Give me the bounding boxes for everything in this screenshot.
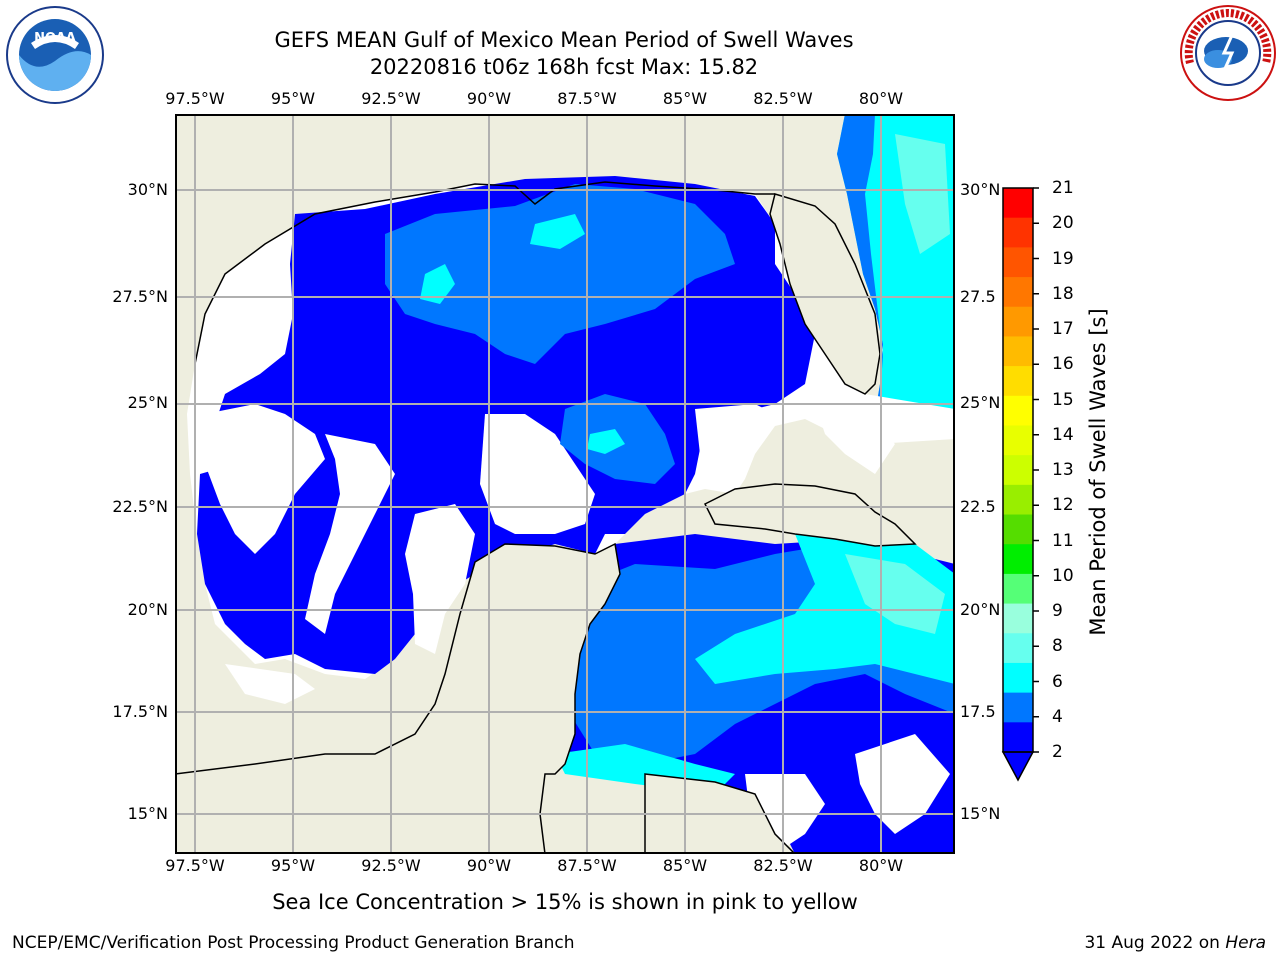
colorbar-tick-label: 12 <box>1052 495 1074 516</box>
footer-credit: NCEP/EMC/Verification Post Processing Pr… <box>12 933 575 953</box>
colorbar-segment <box>1003 573 1033 605</box>
gulf-map <box>175 114 955 854</box>
lon-label-top: 87.5°W <box>557 89 617 108</box>
colorbar-segment <box>1003 722 1033 753</box>
colorbar-tick-label: 6 <box>1052 671 1063 692</box>
colorbar-tick-label: 18 <box>1052 283 1074 304</box>
lat-label-left: 22.5°N <box>112 497 168 516</box>
lat-label-left: 25°N <box>127 393 168 412</box>
colorbar-tick-label: 15 <box>1052 389 1074 410</box>
colorbar-segment <box>1003 455 1033 486</box>
lat-label-right: 27.5 <box>960 287 996 306</box>
lon-label-top: 85°W <box>662 89 708 108</box>
colorbar-segment <box>1003 306 1033 337</box>
atlantic-swell-patch <box>895 134 950 254</box>
cuba <box>703 483 917 547</box>
lon-label-top: 97.5°W <box>165 89 225 108</box>
nodata-florida-straits <box>815 399 895 474</box>
colorbar-segment <box>1003 188 1033 219</box>
lat-label-right: 15°N <box>960 804 1001 823</box>
colorbar-segment <box>1003 277 1033 308</box>
lat-label-right: 22.5 <box>960 497 996 516</box>
colorbar-segment <box>1003 336 1033 367</box>
colorbar-tick-label: 13 <box>1052 460 1074 480</box>
colorbar-segment <box>1003 217 1033 248</box>
lat-label-right: 25°N <box>960 393 1001 412</box>
colorbar-segment <box>1003 484 1033 516</box>
colorbar-segment <box>1003 425 1033 456</box>
lon-label-bottom: 85°W <box>662 856 708 875</box>
lat-label-right: 30°N <box>960 180 1001 199</box>
nodata-caribbean-east <box>855 734 950 834</box>
lon-label-top: 92.5°W <box>361 89 421 108</box>
colorbar-tick-label: 16 <box>1052 354 1074 375</box>
chart-subtitle: 20220816 t06z 168h fcst Max: 15.82 <box>369 55 759 79</box>
colorbar-tick-label: 19 <box>1052 248 1074 269</box>
chart-title: GEFS MEAN Gulf of Mexico Mean Period of … <box>274 28 854 52</box>
noaa-logo: NOAA <box>6 6 104 104</box>
colorbar-tick-label: 17 <box>1052 319 1074 339</box>
colorbar-segment <box>1003 603 1033 634</box>
colorbar-tick-label: 14 <box>1052 424 1074 445</box>
lat-label-right: 17.5 <box>960 702 996 721</box>
colorbar <box>1001 187 1039 782</box>
footer-date: 31 Aug 2022 on Hera <box>1084 933 1266 953</box>
lon-label-bottom: 90°W <box>466 856 512 875</box>
nodata-central-west <box>305 434 395 634</box>
footer-date-text: 31 Aug 2022 on <box>1084 933 1226 953</box>
colorbar-tick-label: 8 <box>1052 636 1063 657</box>
colorbar-tick-label: 21 <box>1052 178 1074 198</box>
gulf-swell-cyan-center <box>587 429 625 454</box>
nodata-central <box>405 504 475 654</box>
nws-logo <box>1180 5 1276 101</box>
colorbar-segment <box>1003 692 1033 723</box>
yucatan-peninsula <box>175 542 621 854</box>
lat-label-left: 27.5°N <box>112 287 168 306</box>
colorbar-segment <box>1003 662 1033 694</box>
footer-machine: Hera <box>1225 933 1266 953</box>
map-frame <box>175 114 955 854</box>
ice-note: Sea Ice Concentration > 15% is shown in … <box>272 890 858 914</box>
colorbar-segment <box>1003 514 1033 545</box>
lat-label-left: 30°N <box>127 180 168 199</box>
colorbar-tick-label: 4 <box>1052 706 1063 727</box>
lon-label-bottom: 95°W <box>270 856 316 875</box>
lon-label-bottom: 87.5°W <box>557 856 617 875</box>
colorbar-segment <box>1003 544 1033 575</box>
lat-label-left: 17.5°N <box>112 702 168 721</box>
lon-label-bottom: 92.5°W <box>361 856 421 875</box>
colorbar-tick-label: 2 <box>1052 742 1063 762</box>
lon-label-top: 95°W <box>270 89 316 108</box>
lon-label-top: 82.5°W <box>753 89 813 108</box>
colorbar-tick-label: 20 <box>1052 213 1074 234</box>
lat-label-left: 15°N <box>127 804 168 823</box>
lon-label-bottom: 80°W <box>858 856 904 875</box>
nodata-southcentral <box>480 414 595 534</box>
colorbar-label: Mean Period of Swell Waves [s] <box>1086 308 1110 636</box>
nodata-yucatan-channel <box>695 404 775 474</box>
nodata-west <box>205 404 325 554</box>
colorbar-tick-label: 11 <box>1052 530 1074 551</box>
lon-label-bottom: 97.5°W <box>165 856 225 875</box>
svg-text:NOAA: NOAA <box>34 31 76 46</box>
lat-label-left: 20°N <box>127 600 168 619</box>
lon-label-top: 80°W <box>858 89 904 108</box>
colorbar-extend-arrow <box>1001 751 1035 782</box>
colorbar-tick-label: 9 <box>1052 601 1063 621</box>
lon-label-bottom: 82.5°W <box>753 856 813 875</box>
colorbar-tick-label: 10 <box>1052 565 1074 586</box>
gulf-swell-lightblue-north <box>385 184 735 364</box>
lat-label-right: 20°N <box>960 600 1001 619</box>
colorbar-segment <box>1003 395 1033 426</box>
caribbean-swell-teal <box>845 554 945 634</box>
colorbar-segment <box>1003 247 1033 278</box>
gulf-swell-cyan-north <box>420 214 585 304</box>
graticule <box>175 114 955 854</box>
lon-label-top: 90°W <box>466 89 512 108</box>
colorbar-segment <box>1003 633 1033 664</box>
colorbar-segment <box>1003 366 1033 397</box>
